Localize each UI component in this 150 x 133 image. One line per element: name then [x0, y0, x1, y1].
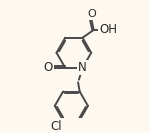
- Text: N: N: [78, 61, 87, 74]
- Text: Cl: Cl: [51, 120, 62, 133]
- Text: OH: OH: [99, 23, 117, 36]
- Text: O: O: [44, 61, 53, 74]
- Text: O: O: [87, 9, 96, 19]
